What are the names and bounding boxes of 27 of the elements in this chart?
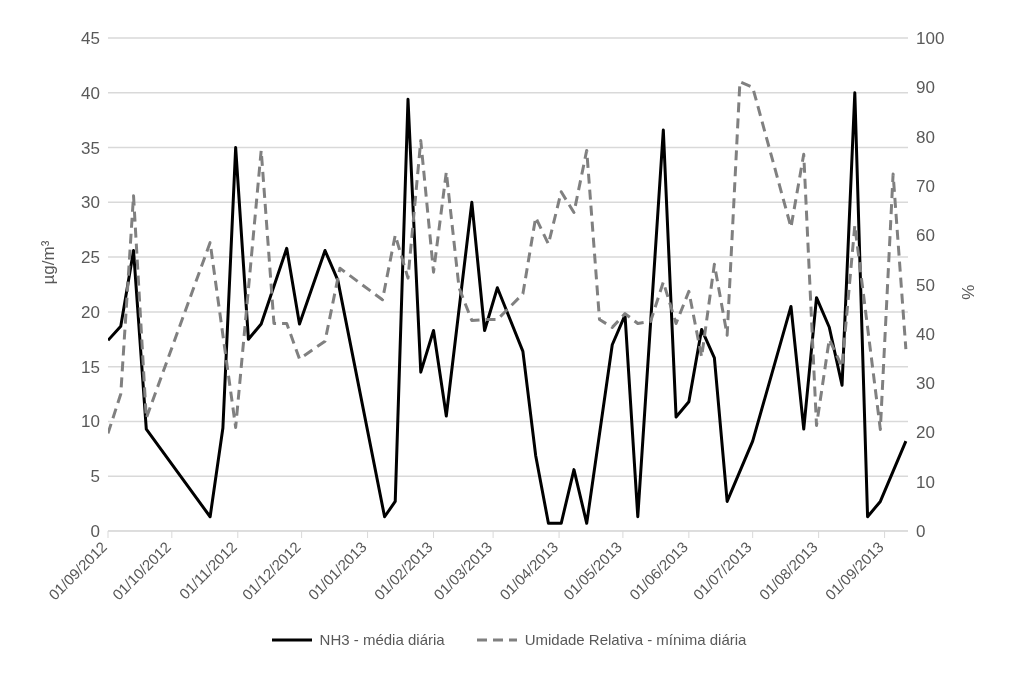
y2-tick-label: 40 <box>916 324 935 344</box>
y2-axis-title: % <box>959 284 979 300</box>
y-tick-label: 25 <box>81 248 100 268</box>
y-tick-label: 5 <box>90 467 100 487</box>
y2-tick-label: 90 <box>916 78 935 98</box>
y-tick-label: 35 <box>81 138 100 158</box>
y-tick-label: 30 <box>81 193 100 213</box>
y-tick-label: 20 <box>81 302 100 322</box>
y2-tick-label: 30 <box>916 374 935 394</box>
y2-tick-label: 80 <box>916 127 935 147</box>
y2-tick-label: 60 <box>916 226 935 246</box>
y-tick-label: 10 <box>81 412 100 432</box>
y2-tick-label: 50 <box>916 275 935 295</box>
legend-label: NH3 - média diária <box>319 631 445 648</box>
y-tick-label: 0 <box>90 522 100 542</box>
legend-label: Umidade Relativa - mínima diária <box>524 631 747 648</box>
y2-tick-label: 20 <box>916 423 935 443</box>
y-tick-label: 45 <box>81 29 100 49</box>
y2-tick-label: 100 <box>916 29 945 49</box>
y-axis-title: µg/m³ <box>39 240 59 285</box>
y2-tick-label: 10 <box>916 472 935 492</box>
y-tick-label: 40 <box>81 83 100 103</box>
line-series <box>108 80 908 435</box>
line-series <box>108 91 908 525</box>
y-tick-label: 15 <box>81 357 100 377</box>
y2-tick-label: 0 <box>916 522 926 542</box>
y2-tick-label: 70 <box>916 176 935 196</box>
